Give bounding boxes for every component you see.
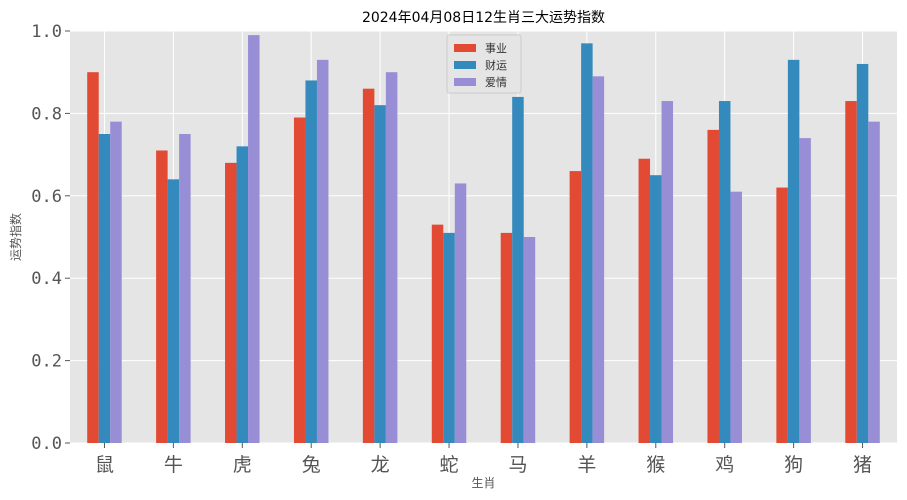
y-tick-label: 0.8 [31, 104, 62, 124]
legend-swatch [454, 78, 476, 86]
x-tick-label: 猴 [646, 454, 665, 476]
bar-爱情-马 [523, 237, 536, 443]
bar-财运-虎 [236, 146, 249, 444]
legend-swatch [454, 44, 476, 52]
y-tick-label: 1.0 [31, 22, 62, 42]
plot-area [70, 31, 897, 443]
bar-爱情-蛇 [454, 183, 467, 443]
bar-财运-鼠 [98, 134, 111, 443]
bar-事业-虎 [225, 162, 237, 443]
legend-entry: 财运 [485, 58, 507, 72]
bar-事业-鼠 [87, 72, 99, 443]
bar-财运-马 [512, 96, 524, 444]
x-axis: 鼠牛虎兔龙蛇马羊猴鸡狗猪 [95, 443, 872, 476]
bar-爱情-牛 [179, 134, 191, 443]
bar-财运-牛 [167, 179, 180, 443]
bar-爱情-龙 [385, 72, 398, 443]
x-tick-label: 蛇 [440, 454, 459, 476]
y-axis: 0.0 0.2 0.4 0.6 0.8 1.0 [31, 22, 70, 454]
x-tick-label: 狗 [784, 454, 803, 476]
bar-事业-猴 [638, 158, 651, 443]
x-axis-label: 生肖 [471, 476, 495, 490]
bar-事业-龙 [362, 88, 375, 444]
bar-财运-蛇 [443, 232, 455, 443]
x-tick-label: 牛 [164, 454, 183, 476]
bar-财运-鸡 [718, 101, 731, 443]
bars [87, 35, 880, 444]
bar-事业-兔 [293, 117, 306, 444]
bar-事业-狗 [776, 187, 788, 443]
legend-entry: 事业 [485, 42, 507, 55]
x-tick-label: 鼠 [95, 454, 114, 476]
bar-财运-猪 [856, 63, 869, 444]
bar-事业-牛 [156, 150, 168, 444]
bar-爱情-狗 [799, 138, 811, 443]
y-tick-label: 0.4 [31, 269, 62, 289]
y-axis-label: 运势指数 [8, 213, 23, 261]
y-tick-label: 0.2 [31, 352, 62, 372]
x-tick-label: 马 [508, 454, 527, 476]
y-tick-label: 0.6 [31, 187, 62, 207]
legend-entry: 爱情 [485, 76, 507, 89]
x-tick-label: 兔 [302, 454, 321, 476]
bar-事业-羊 [569, 171, 582, 443]
bar-爱情-兔 [316, 59, 329, 444]
x-tick-label: 猪 [853, 454, 872, 476]
bar-财运-猴 [650, 175, 662, 443]
chart-title: 2024年04月08日12生肖三大运势指数 [362, 10, 605, 26]
bar-财运-兔 [305, 80, 317, 443]
bar-事业-马 [500, 232, 513, 443]
bar-财运-龙 [374, 105, 386, 443]
bar-事业-蛇 [431, 224, 444, 443]
x-tick-label: 鸡 [715, 454, 734, 476]
bar-爱情-猪 [868, 121, 880, 443]
bar-事业-猪 [845, 101, 857, 443]
y-tick-label: 0.0 [31, 434, 62, 454]
bar-财运-羊 [581, 43, 593, 444]
bar-事业-鸡 [707, 129, 719, 443]
bar-爱情-猴 [661, 101, 674, 443]
bar-爱情-虎 [248, 35, 260, 444]
bar-爱情-羊 [592, 76, 605, 443]
x-tick-label: 虎 [233, 454, 252, 476]
bar-爱情-鸡 [730, 191, 742, 443]
bar-爱情-鼠 [110, 121, 122, 443]
legend-swatch [454, 61, 476, 69]
x-tick-label: 龙 [371, 454, 390, 476]
x-tick-label: 羊 [577, 454, 596, 476]
bar-财运-狗 [787, 59, 800, 444]
